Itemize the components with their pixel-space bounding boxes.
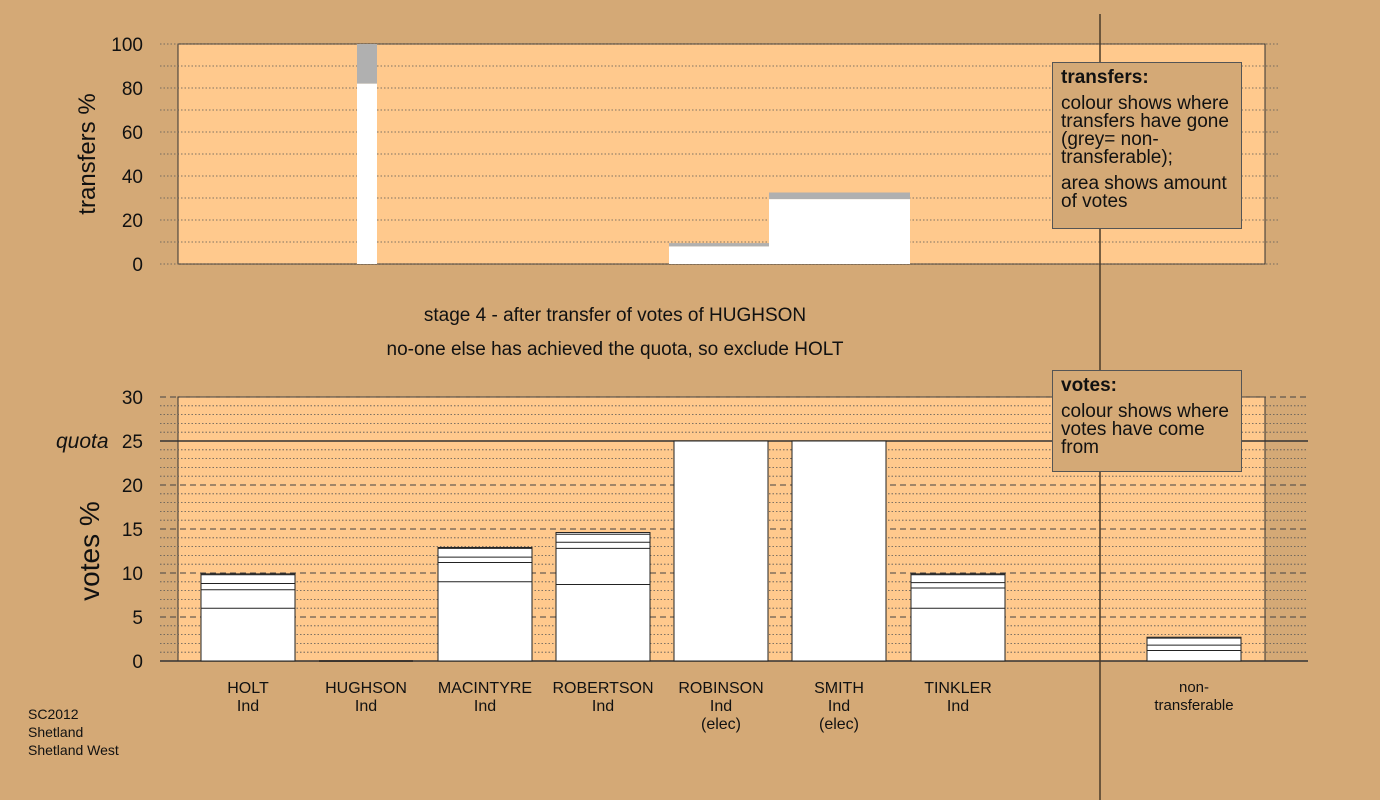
candidate-status: (elec) — [818, 716, 859, 733]
quota-label: quota — [56, 430, 109, 453]
candidate-name: HOLT — [227, 680, 269, 697]
footer-council: Shetland — [28, 724, 84, 740]
stage-title: stage 4 - after transfer of votes of HUG… — [423, 305, 807, 326]
candidate-name: transferable — [1154, 697, 1234, 714]
transfer-bar-segment — [669, 243, 774, 247]
candidate-name: non- — [1178, 679, 1210, 696]
vote-bar — [910, 573, 1006, 662]
transfers-legend-line: area shows amount of votes — [1061, 173, 1227, 212]
candidate-party: Ind — [827, 698, 851, 715]
candidate-name: SMITH — [814, 680, 864, 697]
candidate-label: HUGHSON Ind — [301, 680, 431, 716]
candidate-party: Ind — [354, 698, 378, 715]
transfer-bar-segment — [769, 199, 910, 264]
vote-bar — [555, 532, 651, 662]
transfers-tick-label: 100 — [111, 35, 143, 56]
vote-bar — [673, 440, 769, 662]
candidate-label: SMITH Ind (elec) — [774, 680, 904, 734]
votes-tick-label: 10 — [122, 564, 143, 585]
stage-subtitle: no-one else has achieved the quota, so e… — [386, 339, 844, 360]
votes-tick-label: 20 — [122, 476, 143, 497]
votes-axis-label: votes % — [74, 501, 105, 601]
candidate-party: Ind — [473, 698, 497, 715]
transfers-tick-label: 40 — [122, 167, 143, 188]
transfers-tick-label: 20 — [122, 211, 143, 232]
votes-tick-label: 25 — [122, 432, 143, 453]
candidate-label: HOLT Ind — [183, 680, 313, 716]
candidate-label: ROBERTSON Ind — [538, 680, 668, 716]
candidate-party: Ind — [236, 698, 260, 715]
transfer-bar-segment — [357, 83, 377, 264]
transfers-legend-line: colour shows where transfers have gone (… — [1061, 93, 1229, 168]
footer-election: SC2012 — [28, 706, 79, 722]
vote-bar — [200, 573, 296, 662]
candidate-name: ROBERTSON — [552, 680, 654, 697]
transfers-axis-label: transfers % — [74, 93, 101, 214]
candidate-party: Ind — [591, 698, 615, 715]
candidate-label: MACINTYRE Ind — [420, 680, 550, 716]
candidate-label: TINKLER Ind — [893, 680, 1023, 716]
votes-tick-label: 15 — [122, 520, 143, 541]
footer: SC2012 Shetland Shetland West — [28, 705, 119, 759]
transfer-bar-segment — [769, 192, 910, 200]
votes-legend-title: votes: — [1061, 375, 1117, 396]
transfer-bar-segment — [357, 44, 377, 84]
transfers-legend: transfers: colour shows where transfers … — [1052, 62, 1242, 229]
candidate-name: HUGHSON — [325, 680, 407, 697]
vote-bar — [437, 546, 533, 662]
vote-bar — [1146, 636, 1242, 662]
candidate-name: ROBINSON — [678, 680, 764, 697]
candidate-label: ROBINSON Ind (elec) — [656, 680, 786, 734]
candidate-party: Ind — [946, 698, 970, 715]
candidate-party: Ind — [709, 698, 733, 715]
votes-tick-label: 0 — [132, 652, 143, 673]
candidate-name: TINKLER — [924, 680, 992, 697]
footer-ward: Shetland West — [28, 742, 119, 758]
transfers-legend-title: transfers: — [1061, 67, 1149, 88]
votes-legend-line: colour shows where votes have come from — [1061, 401, 1229, 458]
transfers-tick-label: 0 — [132, 255, 143, 276]
transfer-bar-segment — [669, 246, 774, 264]
transfers-tick-label: 80 — [122, 79, 143, 100]
transfers-tick-label: 60 — [122, 123, 143, 144]
votes-legend: votes: colour shows where votes have com… — [1052, 370, 1242, 472]
votes-tick-label: 5 — [132, 608, 143, 629]
candidate-label: non-transferable — [1129, 679, 1259, 715]
vote-bar — [791, 440, 887, 662]
candidate-name: MACINTYRE — [437, 680, 533, 697]
votes-tick-label: 30 — [122, 388, 143, 409]
candidate-status: (elec) — [700, 716, 741, 733]
